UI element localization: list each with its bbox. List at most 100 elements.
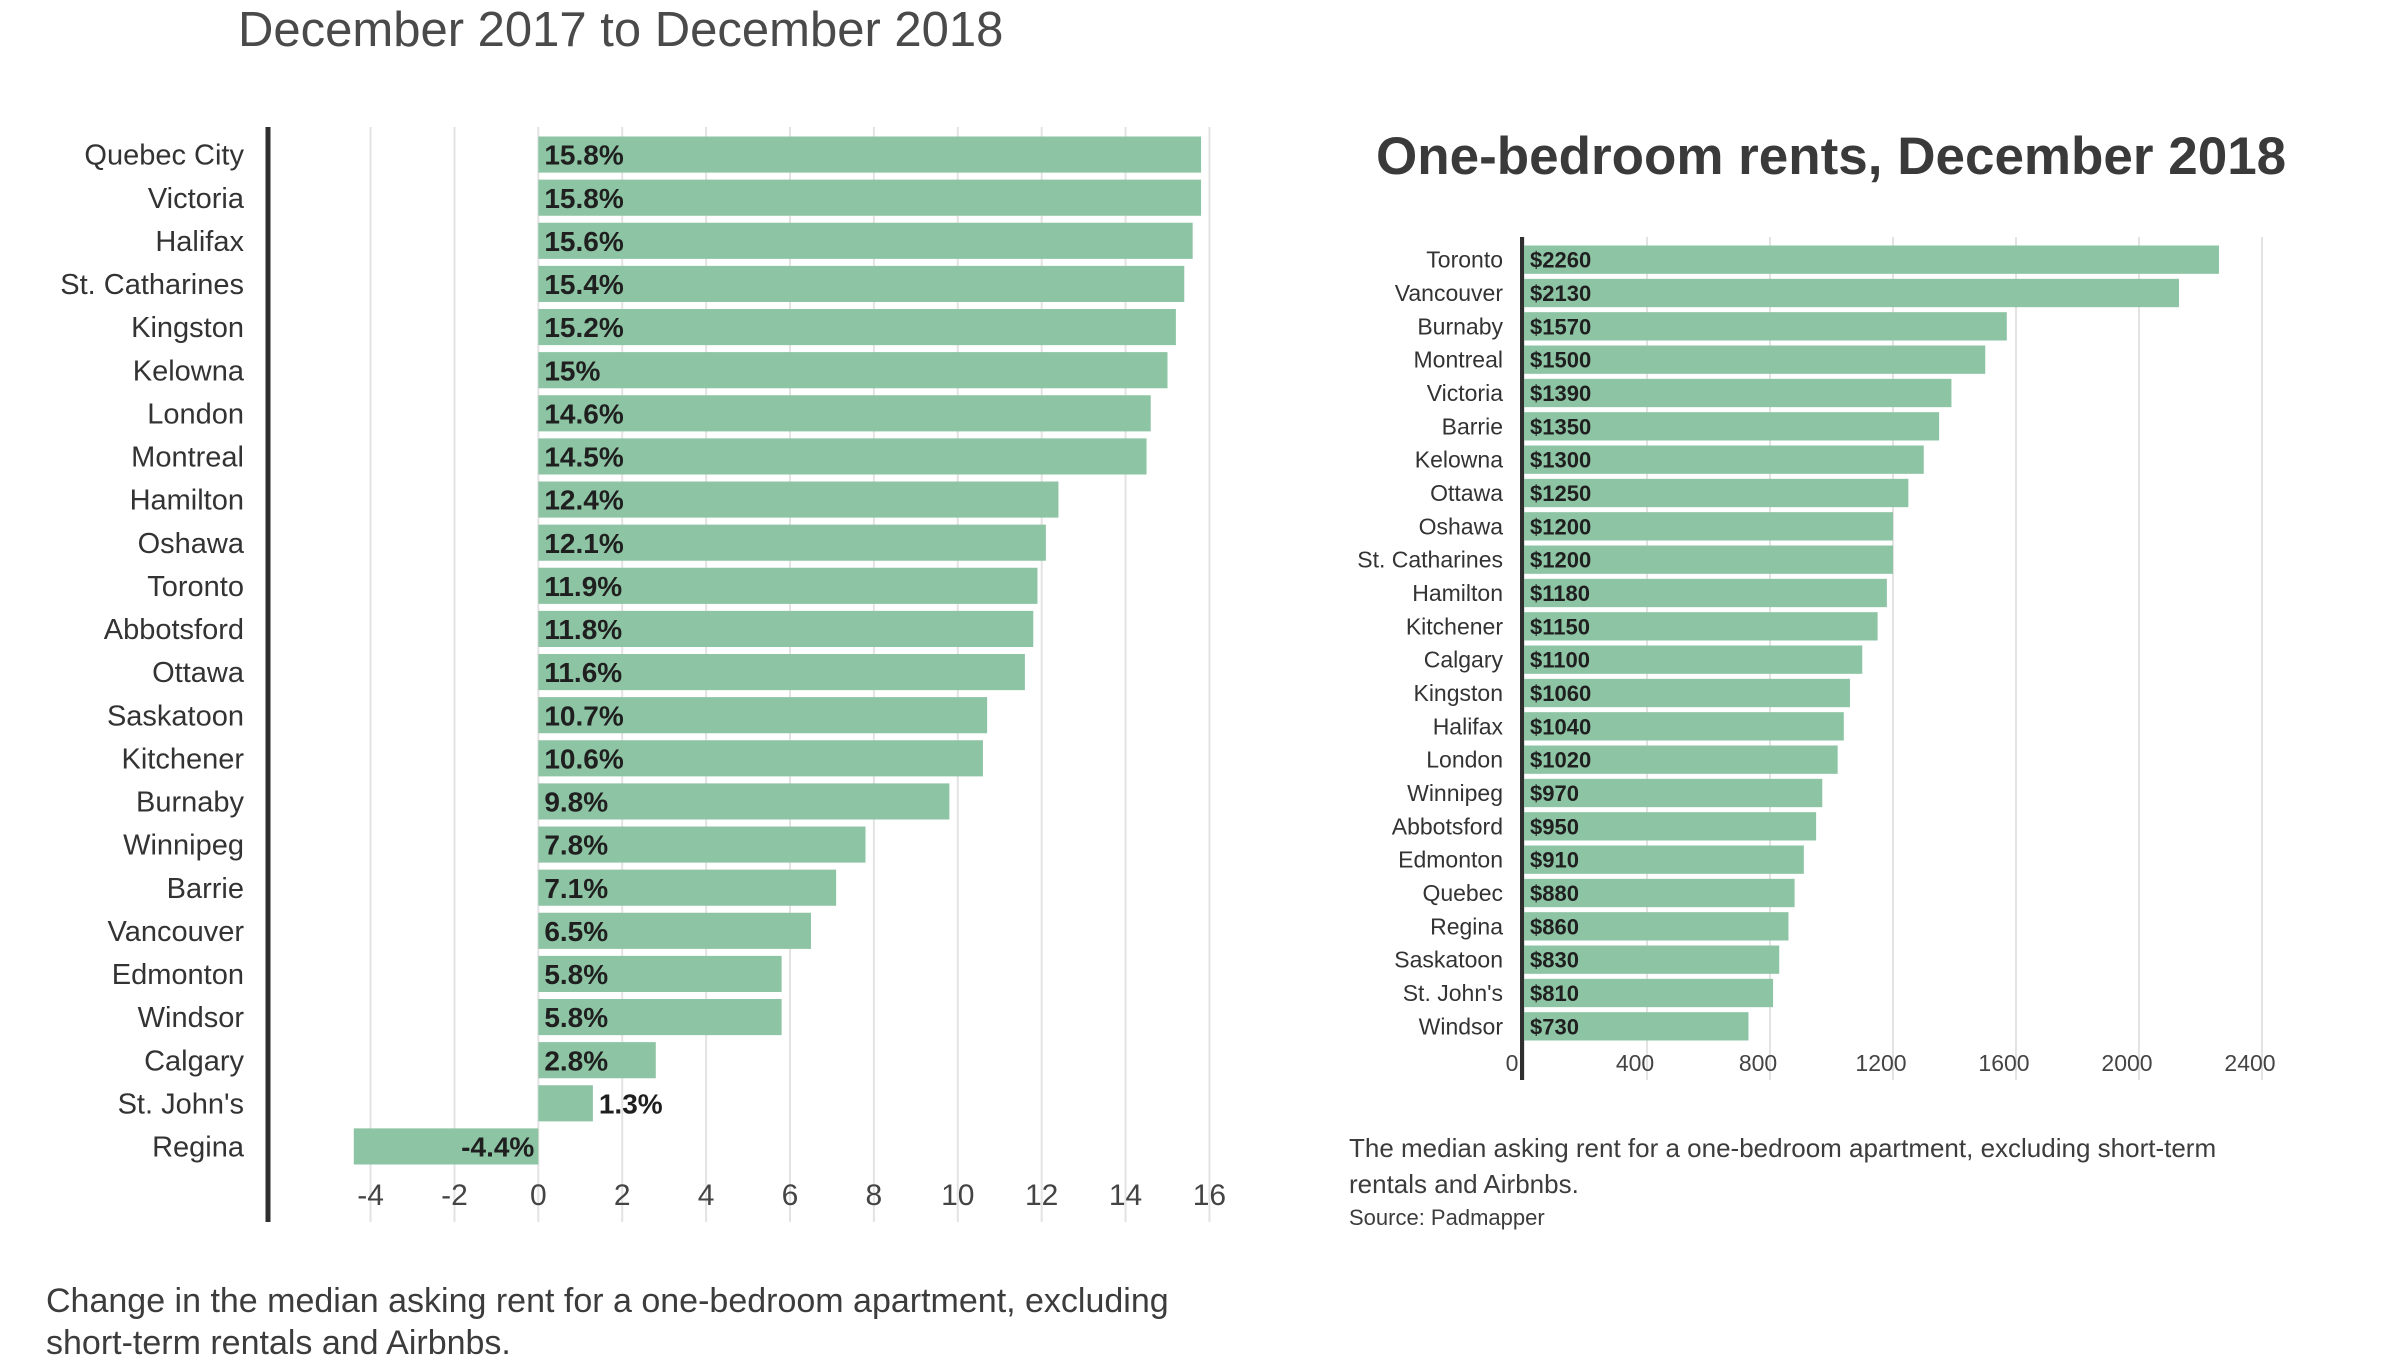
right-category-label: Abbotsford xyxy=(1392,813,1503,839)
right-bar xyxy=(1524,1012,1749,1041)
left-value-label: 12.4% xyxy=(544,485,623,516)
left-tick-label: 0 xyxy=(530,1179,547,1212)
left-tick-label: 16 xyxy=(1193,1179,1226,1212)
right-category-label: Winnipeg xyxy=(1407,780,1503,806)
right-bar xyxy=(1524,812,1817,841)
right-bar xyxy=(1524,445,1924,474)
left-value-label: 12.1% xyxy=(544,528,623,559)
left-value-label: 15.8% xyxy=(544,140,623,171)
left-value-label: 15% xyxy=(544,355,600,386)
left-bar xyxy=(538,654,1025,691)
right-tick-label: 800 xyxy=(1739,1050,1777,1076)
left-bar xyxy=(538,1085,593,1122)
left-value-label: 5.8% xyxy=(544,1002,608,1033)
left-tick-label: 4 xyxy=(698,1179,715,1212)
right-category-label: Kelowna xyxy=(1415,447,1503,473)
right-bar xyxy=(1524,345,1986,374)
right-bar xyxy=(1524,512,1893,541)
left-bar xyxy=(538,740,983,777)
left-category-label: Halifax xyxy=(155,226,244,258)
left-category-label: Kelowna xyxy=(133,355,245,387)
left-category-label: St. Catharines xyxy=(60,269,244,301)
right-bar xyxy=(1524,478,1909,508)
left-tick-label: -4 xyxy=(357,1179,384,1212)
right-value-label: $1200 xyxy=(1530,514,1591,539)
left-category-label: Kingston xyxy=(131,312,244,344)
left-tick-label: 12 xyxy=(1025,1179,1058,1212)
left-bar xyxy=(538,179,1202,216)
left-tick-label: 6 xyxy=(782,1179,799,1212)
left-value-label: 10.7% xyxy=(544,700,623,731)
left-value-label: 15.8% xyxy=(544,183,623,214)
left-category-label: London xyxy=(147,398,244,430)
left-value-label: 1.3% xyxy=(599,1088,663,1119)
left-value-label: 15.6% xyxy=(544,226,623,257)
left-category-label: Ottawa xyxy=(152,657,245,689)
left-value-label: 7.8% xyxy=(544,830,608,861)
left-category-label: St. John's xyxy=(118,1088,244,1120)
right-bar xyxy=(1524,945,1780,974)
right-value-label: $860 xyxy=(1530,914,1579,939)
left-bar xyxy=(538,309,1176,346)
right-category-label: St. Catharines xyxy=(1357,547,1503,573)
right-bar xyxy=(1524,745,1838,774)
left-category-label: Hamilton xyxy=(130,485,244,517)
right-tick-label: 2000 xyxy=(2101,1050,2152,1076)
left-bar xyxy=(538,912,811,949)
right-value-label: $1390 xyxy=(1530,381,1591,406)
right-category-label: Barrie xyxy=(1442,413,1503,439)
right-value-label: $1350 xyxy=(1530,414,1591,439)
left-bar xyxy=(538,265,1185,302)
right-bar xyxy=(1524,312,2007,341)
left-bar xyxy=(538,697,988,734)
right-category-label: Kingston xyxy=(1413,680,1503,706)
left-bar xyxy=(538,783,950,820)
left-tick-label: 8 xyxy=(866,1179,883,1212)
left-bar xyxy=(538,136,1202,173)
right-value-label: $1500 xyxy=(1530,348,1591,373)
right-value-label: $950 xyxy=(1530,814,1579,839)
right-value-label: $730 xyxy=(1530,1014,1579,1039)
left-bar xyxy=(538,999,782,1036)
right-value-label: $1150 xyxy=(1530,614,1590,639)
left-bar xyxy=(538,1042,656,1079)
right-bar xyxy=(1524,878,1795,908)
right-value-label: $1040 xyxy=(1530,714,1591,739)
left-bar xyxy=(538,610,1034,647)
left-tick-label: 14 xyxy=(1109,1179,1142,1212)
left-category-label: Calgary xyxy=(144,1045,244,1077)
left-bar xyxy=(538,567,1038,604)
right-bar xyxy=(1524,678,1850,708)
right-value-label: $2260 xyxy=(1530,248,1591,273)
right-chart-source: Source: Padmapper xyxy=(1349,1205,1545,1230)
left-bar xyxy=(538,481,1059,518)
right-value-label: $1100 xyxy=(1530,648,1590,673)
left-value-label: -4.4% xyxy=(461,1132,534,1163)
right-value-label: $1060 xyxy=(1530,681,1591,706)
left-value-label: 9.8% xyxy=(544,787,608,818)
right-bar xyxy=(1524,545,1893,574)
left-value-label: 5.8% xyxy=(544,959,608,990)
right-chart-description: The median asking rent for a one-bedroom… xyxy=(1349,1133,2217,1199)
right-bar xyxy=(1524,978,1774,1008)
right-bar xyxy=(1524,378,1952,408)
right-value-label: $810 xyxy=(1530,981,1579,1006)
left-category-label: Saskatoon xyxy=(107,700,244,732)
left-chart-title: December 2017 to December 2018 xyxy=(238,3,1004,57)
right-value-label: $880 xyxy=(1530,881,1579,906)
left-category-label: Abbotsford xyxy=(104,614,244,646)
right-tick-label: 2400 xyxy=(2224,1050,2275,1076)
right-value-label: $2130 xyxy=(1530,281,1591,306)
left-bar xyxy=(353,1128,539,1165)
left-tick-label: -2 xyxy=(441,1179,468,1212)
left-category-label: Toronto xyxy=(147,571,244,603)
left-category-label: Barrie xyxy=(167,873,244,905)
right-bar xyxy=(1524,778,1823,808)
left-category-label: Oshawa xyxy=(138,528,245,560)
right-tick-label: 1600 xyxy=(1978,1050,2029,1076)
right-value-label: $970 xyxy=(1530,781,1579,806)
right-category-label: Ottawa xyxy=(1430,480,1503,506)
right-category-label: London xyxy=(1426,747,1503,773)
left-category-label: Victoria xyxy=(148,183,245,215)
